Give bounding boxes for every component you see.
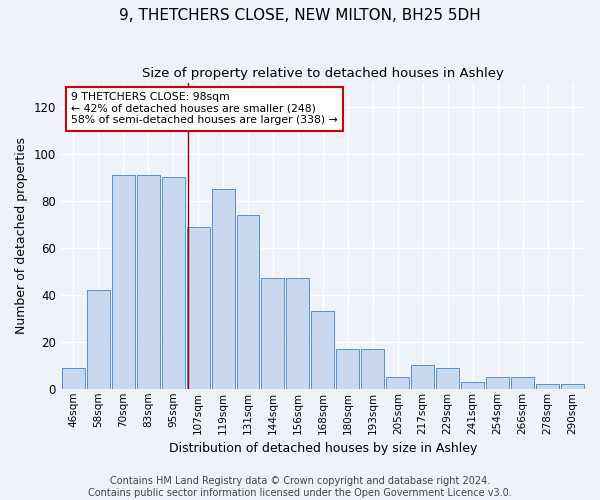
Bar	[161, 177, 185, 389]
Bar	[137, 175, 160, 389]
Y-axis label: Number of detached properties: Number of detached properties	[15, 138, 28, 334]
Bar	[62, 368, 85, 389]
Bar	[187, 226, 209, 389]
Bar	[87, 290, 110, 389]
Bar	[386, 377, 409, 389]
Bar	[112, 175, 134, 389]
Bar	[511, 377, 534, 389]
Bar	[212, 189, 235, 389]
Text: 9, THETCHERS CLOSE, NEW MILTON, BH25 5DH: 9, THETCHERS CLOSE, NEW MILTON, BH25 5DH	[119, 8, 481, 22]
Bar	[461, 382, 484, 389]
Bar	[536, 384, 559, 389]
Bar	[561, 384, 584, 389]
Bar	[361, 349, 385, 389]
Bar	[262, 278, 284, 389]
Bar	[311, 311, 334, 389]
X-axis label: Distribution of detached houses by size in Ashley: Distribution of detached houses by size …	[169, 442, 477, 455]
Text: 9 THETCHERS CLOSE: 98sqm
← 42% of detached houses are smaller (248)
58% of semi-: 9 THETCHERS CLOSE: 98sqm ← 42% of detach…	[71, 92, 338, 126]
Bar	[236, 214, 259, 389]
Title: Size of property relative to detached houses in Ashley: Size of property relative to detached ho…	[142, 68, 504, 80]
Bar	[486, 377, 509, 389]
Bar	[436, 368, 459, 389]
Text: Contains HM Land Registry data © Crown copyright and database right 2024.
Contai: Contains HM Land Registry data © Crown c…	[88, 476, 512, 498]
Bar	[411, 365, 434, 389]
Bar	[286, 278, 310, 389]
Bar	[337, 349, 359, 389]
